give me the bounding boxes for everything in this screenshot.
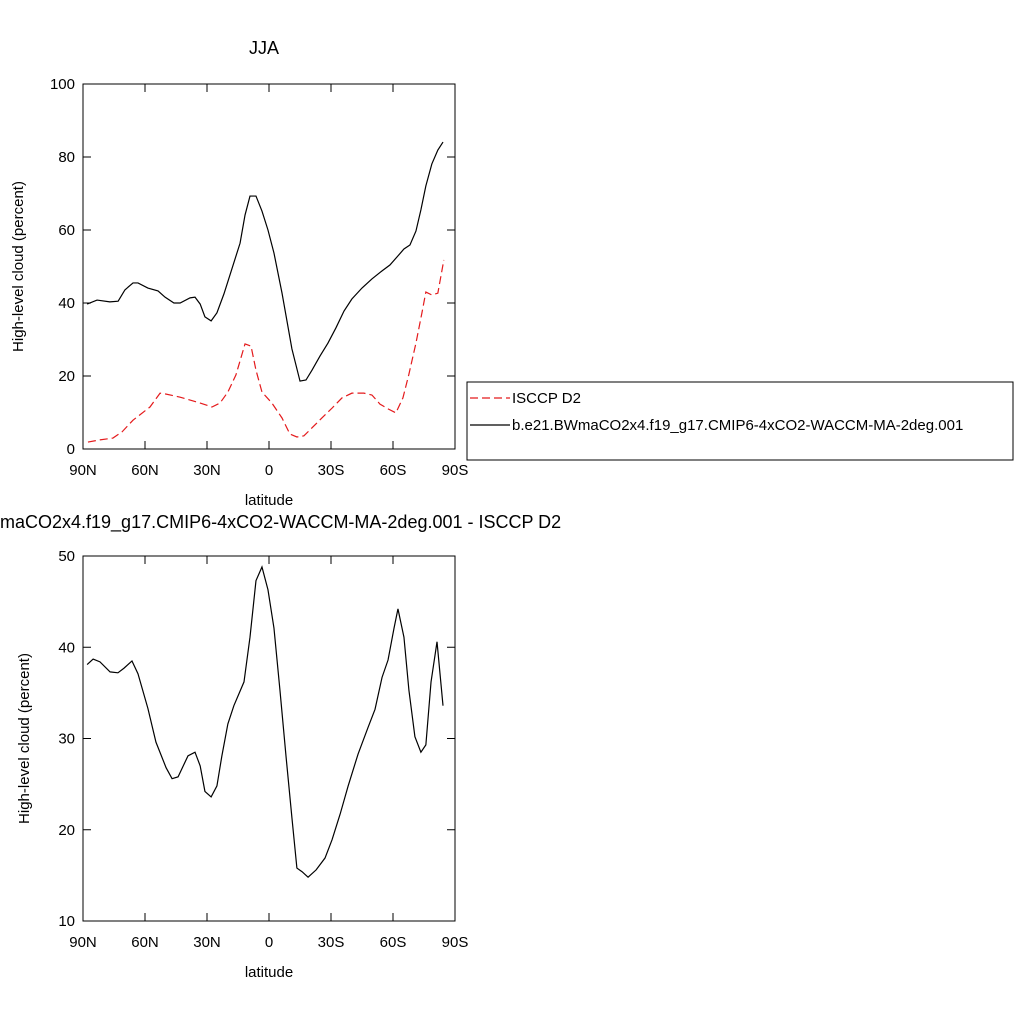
chart-title: JJA bbox=[249, 38, 279, 58]
y-tick-label: 50 bbox=[58, 548, 75, 565]
y-axis-label: High-level cloud (percent) bbox=[10, 181, 27, 352]
x-tick-label: 60N bbox=[131, 462, 159, 479]
series-line bbox=[86, 565, 444, 879]
y-tick-label: 40 bbox=[58, 639, 75, 656]
legend-label: ISCCP D2 bbox=[512, 390, 581, 407]
y-tick-label: 20 bbox=[58, 822, 75, 839]
x-tick-label: 60N bbox=[131, 934, 159, 951]
y-tick-label: 60 bbox=[58, 222, 75, 239]
y-tick-label: 10 bbox=[58, 913, 75, 930]
y-tick-label: 100 bbox=[50, 76, 75, 93]
y-tick-label: 40 bbox=[58, 295, 75, 312]
x-tick-label: 90S bbox=[442, 934, 469, 951]
x-tick-label: 60S bbox=[380, 462, 407, 479]
x-tick-label: 30N bbox=[193, 934, 221, 951]
x-tick-label: 0 bbox=[265, 462, 273, 479]
y-tick-label: 80 bbox=[58, 149, 75, 166]
y-tick-label: 0 bbox=[67, 441, 75, 458]
legend-label: b.e21.BWmaCO2x4.f19_g17.CMIP6-4xCO2-WACC… bbox=[512, 417, 963, 434]
chart-title: maCO2x4.f19_g17.CMIP6-4xCO2-WACCM-MA-2de… bbox=[0, 512, 561, 533]
x-axis-label: latitude bbox=[245, 964, 293, 981]
x-tick-label: 30S bbox=[318, 934, 345, 951]
plot-frame bbox=[82, 555, 456, 922]
x-tick-label: 30S bbox=[318, 462, 345, 479]
series-line bbox=[86, 141, 444, 382]
plot-frame bbox=[82, 83, 456, 450]
x-tick-label: 0 bbox=[265, 934, 273, 951]
y-axis-label: High-level cloud (percent) bbox=[16, 653, 33, 824]
series-line bbox=[87, 259, 445, 443]
x-tick-label: 30N bbox=[193, 462, 221, 479]
legend-box bbox=[466, 381, 1014, 461]
x-tick-label: 90N bbox=[69, 934, 97, 951]
x-tick-label: 90N bbox=[69, 462, 97, 479]
x-tick-label: 90S bbox=[442, 462, 469, 479]
x-axis-label: latitude bbox=[245, 492, 293, 509]
x-tick-label: 60S bbox=[380, 934, 407, 951]
y-tick-label: 30 bbox=[58, 731, 75, 748]
y-tick-label: 20 bbox=[58, 368, 75, 385]
